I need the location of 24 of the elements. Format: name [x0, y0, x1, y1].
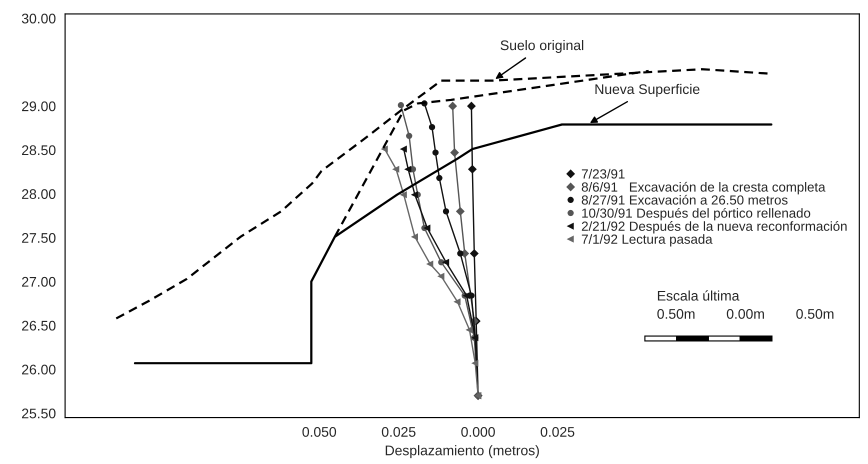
x-tick-label: 0.025	[382, 426, 416, 437]
x-axis-title: Desplazamiento (metros)	[386, 445, 539, 458]
annotation: Nueva Superficie	[595, 84, 700, 97]
y-tick-label: 27.00	[22, 276, 56, 287]
y-tick-label: 30.00	[22, 14, 56, 24]
y-tick-label: 26.50	[22, 320, 56, 331]
y-tick-label: 26.00	[22, 364, 56, 375]
x-tick-label: 0.000	[461, 426, 495, 437]
legend-label: 10/30/91 Después del pórtico rellenado	[582, 208, 810, 220]
legend-label: 8/27/91 Excavación a 26.50 metros	[582, 194, 788, 205]
legend-label: 8/6/91 Excavación de la cresta completa	[582, 182, 826, 194]
x-tick-label: 0.050	[302, 426, 336, 437]
y-tick-label: 28.50	[22, 145, 56, 156]
annotation: 0.50m 0.00m 0.50m	[657, 309, 834, 319]
legend-label: 2/21/92 Después de la nueva reconformación	[582, 221, 847, 234]
y-tick-label: 27.50	[22, 233, 56, 243]
y-tick-label: 25.50	[22, 408, 56, 418]
annotation: Suelo original	[500, 40, 584, 53]
y-tick-label: 28.00	[22, 189, 56, 199]
legend-label: 7/1/92 Lectura pasada	[582, 234, 713, 246]
legend-label: 7/23/91	[582, 168, 625, 179]
x-tick-label: 0.025	[540, 426, 574, 437]
annotation: Escala última	[658, 290, 740, 301]
y-tick-label: 29.00	[22, 101, 56, 112]
